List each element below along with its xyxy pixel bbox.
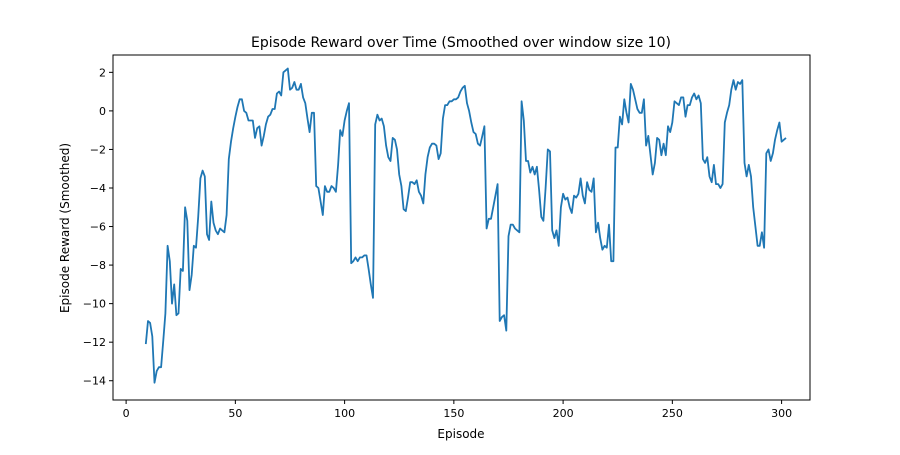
y-tick-label: −4 [90,182,106,195]
y-tick-label: −6 [90,221,106,234]
x-tick-label: 100 [334,407,355,420]
y-tick-label: 0 [99,105,106,118]
x-tick-label: 250 [662,407,683,420]
x-tick-label: 200 [553,407,574,420]
x-tick-label: 150 [443,407,464,420]
y-tick-label: −14 [83,375,106,388]
chart-title: Episode Reward over Time (Smoothed over … [251,35,671,51]
axis-ticks: 0 50 100 150 200 250 300 2 0 −2 −4 −6 −8 −10 −12 −14 [83,66,792,420]
y-tick-label: 2 [99,66,106,79]
reward-line [144,67,787,384]
x-axis-label: Episode [437,427,484,441]
plot-frame [112,54,811,401]
y-axis-label: Episode Reward (Smoothed) [58,143,72,313]
y-tick-label: −12 [83,336,106,349]
x-tick-label: 300 [771,407,792,420]
x-tick-label: 0 [123,407,130,420]
y-tick-label: −10 [83,298,106,311]
y-tick-label: −8 [90,259,106,272]
y-tick-label: −2 [90,143,106,156]
x-tick-label: 50 [228,407,242,420]
